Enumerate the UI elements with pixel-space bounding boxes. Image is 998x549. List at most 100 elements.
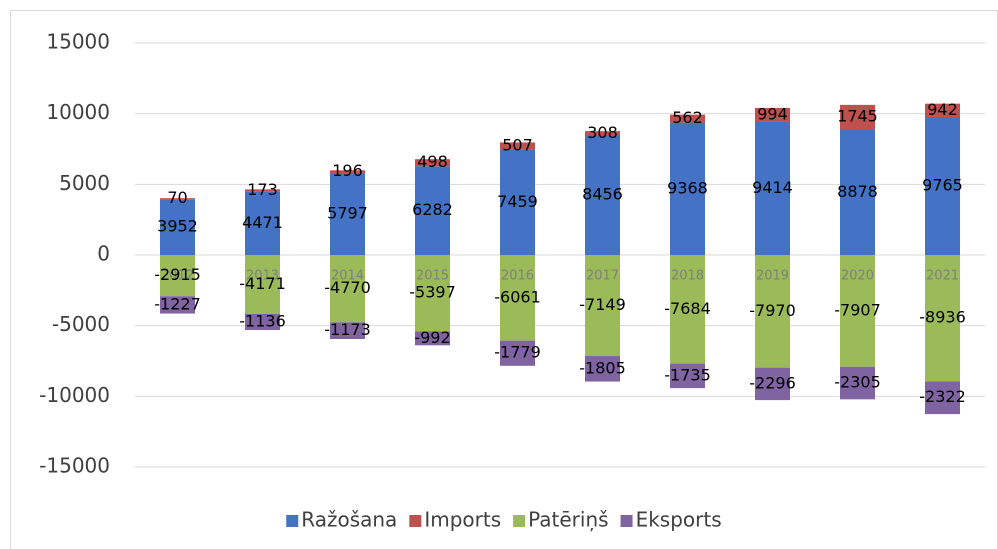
legend-label: Eksports <box>636 508 722 532</box>
y-tick-label: 10000 <box>46 100 110 124</box>
bar-segment <box>840 366 875 400</box>
bar-segment <box>330 322 365 339</box>
bar-segment <box>245 313 280 331</box>
data-label: -1173 <box>324 320 371 339</box>
bar-segment <box>840 255 875 367</box>
legend-swatch <box>513 515 526 527</box>
y-tick-label: -5000 <box>52 312 110 336</box>
x-tick-label: 2013 <box>246 269 279 284</box>
data-label: -1136 <box>239 311 286 330</box>
bar-segment <box>925 381 960 415</box>
x-tick-label: 2021 <box>926 269 959 284</box>
bar-segment <box>755 367 790 401</box>
bar-segment <box>415 255 450 332</box>
data-label: 70 <box>167 188 187 207</box>
bar-segment <box>330 255 365 323</box>
data-label: -7907 <box>834 300 881 319</box>
data-label: -992 <box>414 328 450 347</box>
bar-segment <box>330 173 365 255</box>
data-label: 7459 <box>497 192 538 211</box>
data-label: 507 <box>502 135 533 154</box>
data-label: -4770 <box>324 278 371 297</box>
legend-label: Patēriņš <box>528 508 608 532</box>
x-tick-label: 2012 <box>161 269 194 284</box>
bar-segment <box>245 189 280 192</box>
data-label: 6282 <box>412 200 453 219</box>
legend-swatch <box>286 515 299 527</box>
data-label: -2322 <box>919 387 966 406</box>
data-label: -2915 <box>154 265 201 284</box>
bar-segment <box>840 104 875 130</box>
bar-segment <box>330 170 365 174</box>
data-label: 196 <box>332 161 363 180</box>
data-label: -4171 <box>239 274 286 293</box>
bar-segment <box>245 255 280 314</box>
x-tick-label: 2017 <box>586 269 619 284</box>
bar-segment <box>500 340 535 366</box>
data-label: -7970 <box>749 301 796 320</box>
legend-label: Imports <box>424 508 501 532</box>
data-label: 8456 <box>582 185 623 204</box>
data-label: -7684 <box>664 299 711 318</box>
bar-segment <box>500 149 535 255</box>
y-tick-label: -15000 <box>39 454 110 478</box>
data-label: 9368 <box>667 178 708 197</box>
bar-segment <box>585 356 620 382</box>
x-tick-label: 2014 <box>331 269 364 284</box>
x-tick-label: 2016 <box>501 269 534 284</box>
data-label: -7149 <box>579 295 626 314</box>
data-label: -1735 <box>664 365 711 384</box>
data-label: -1227 <box>154 294 201 313</box>
bar-segment <box>415 159 450 167</box>
data-label: 4471 <box>242 213 283 232</box>
x-tick-label: 2019 <box>756 269 789 284</box>
bar-segment <box>415 331 450 346</box>
bar-segment <box>755 121 790 256</box>
data-label: -2305 <box>834 373 881 392</box>
legend-swatch <box>409 515 422 527</box>
bar-segment <box>925 103 960 117</box>
x-tick-label: 2020 <box>841 269 874 284</box>
data-label: -2296 <box>749 373 796 392</box>
bar-segment <box>840 129 875 255</box>
data-label: 5797 <box>327 204 368 223</box>
data-label: 942 <box>927 100 958 119</box>
bar-segment <box>670 255 705 364</box>
data-label: 1745 <box>837 107 878 126</box>
bar-segment <box>245 191 280 255</box>
bar-segment <box>160 199 195 255</box>
bar-segment <box>755 255 790 368</box>
y-tick-label: -10000 <box>39 383 110 407</box>
data-label: 562 <box>672 108 703 127</box>
bar-segment <box>160 255 195 297</box>
data-label: -1779 <box>494 343 541 362</box>
x-tick-label: 2015 <box>416 269 449 284</box>
bar-segment <box>160 198 195 200</box>
bar-segment <box>585 135 620 255</box>
bar-segment <box>585 131 620 136</box>
bar-segment <box>500 255 535 341</box>
data-label: -8936 <box>919 308 966 327</box>
y-tick-label: 15000 <box>46 30 110 54</box>
y-tick-label: 0 <box>97 242 110 266</box>
data-label: 994 <box>757 104 788 123</box>
bar-segment <box>415 166 450 255</box>
data-label: 3952 <box>157 217 198 236</box>
x-tick-label: 2018 <box>671 269 704 284</box>
data-label: -1805 <box>579 358 626 377</box>
bar-segment <box>160 296 195 314</box>
data-label: 9414 <box>752 178 793 197</box>
bar-segment <box>585 255 620 357</box>
data-label: 8878 <box>837 182 878 201</box>
bar-segment <box>500 142 535 150</box>
data-label: 9765 <box>922 175 963 194</box>
bar-segment <box>925 255 960 382</box>
legend-label: Ražošana <box>301 508 397 532</box>
bar-segment <box>925 116 960 255</box>
bar-segment <box>670 114 705 123</box>
bar-segment <box>670 363 705 389</box>
legend-swatch <box>620 515 633 527</box>
data-label: -5397 <box>409 283 456 302</box>
bar-segment <box>755 107 790 122</box>
